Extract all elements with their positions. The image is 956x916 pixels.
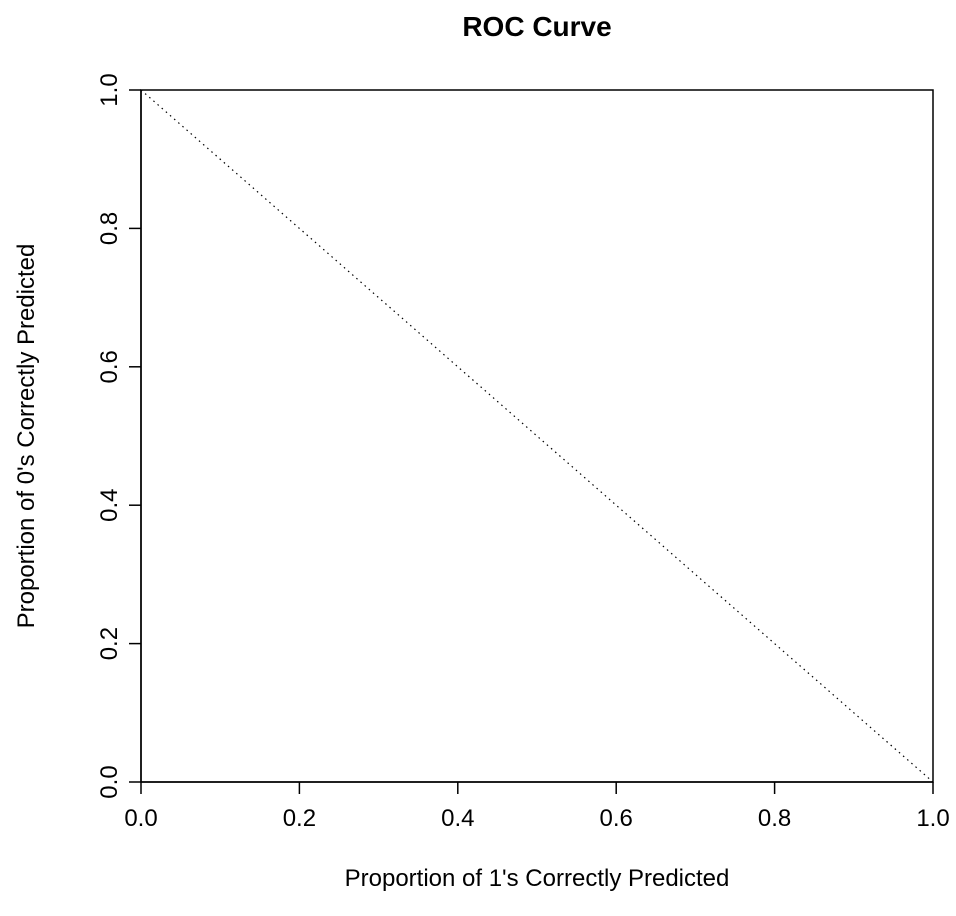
y-tick-label: 0.2	[96, 627, 123, 660]
x-tick-label: 0.8	[758, 805, 791, 832]
y-tick-label: 0.4	[96, 489, 123, 522]
x-axis: 0.0 0.2 0.4 0.6 0.8 1.0	[124, 781, 950, 832]
x-tick-label: 0.0	[124, 805, 157, 832]
x-tick-label: 1.0	[916, 805, 949, 832]
series-layer	[140, 89, 934, 783]
x-tick-label: 0.2	[283, 805, 316, 832]
roc-reference-line	[140, 89, 934, 783]
x-tick-label: 0.4	[441, 805, 474, 832]
y-axis-label: Proportion of 0's Correctly Predicted	[13, 244, 40, 629]
plot-frame	[140, 89, 934, 783]
y-tick-label: 0.6	[96, 350, 123, 383]
x-axis-label: Proportion of 1's Correctly Predicted	[345, 865, 730, 892]
chart-title: ROC Curve	[462, 11, 611, 42]
x-tick-label: 0.6	[600, 805, 633, 832]
y-tick-label: 1.0	[96, 73, 123, 106]
y-tick-label: 0.8	[96, 212, 123, 245]
y-axis: 0.0 0.2 0.4 0.6 0.8 1.0	[96, 73, 142, 799]
y-tick-label: 0.0	[96, 765, 123, 798]
